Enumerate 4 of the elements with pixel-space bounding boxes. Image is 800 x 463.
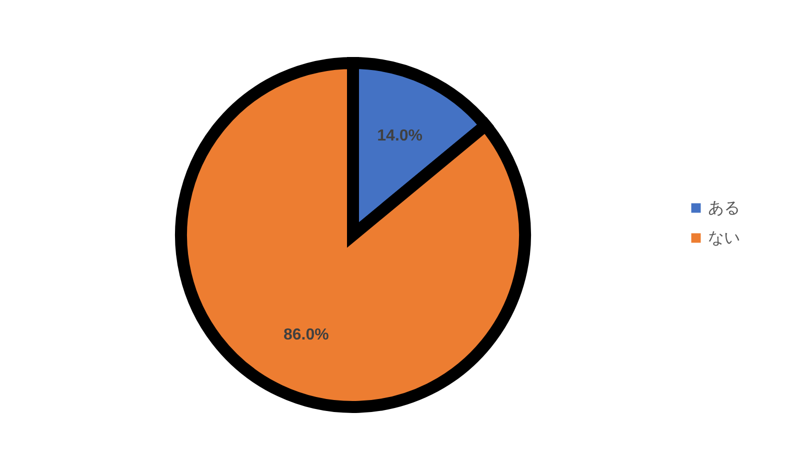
- legend-label: ない: [708, 228, 740, 247]
- legend-label: ある: [708, 198, 740, 217]
- data-label: 86.0%: [283, 326, 329, 344]
- data-label: 14.0%: [377, 127, 423, 144]
